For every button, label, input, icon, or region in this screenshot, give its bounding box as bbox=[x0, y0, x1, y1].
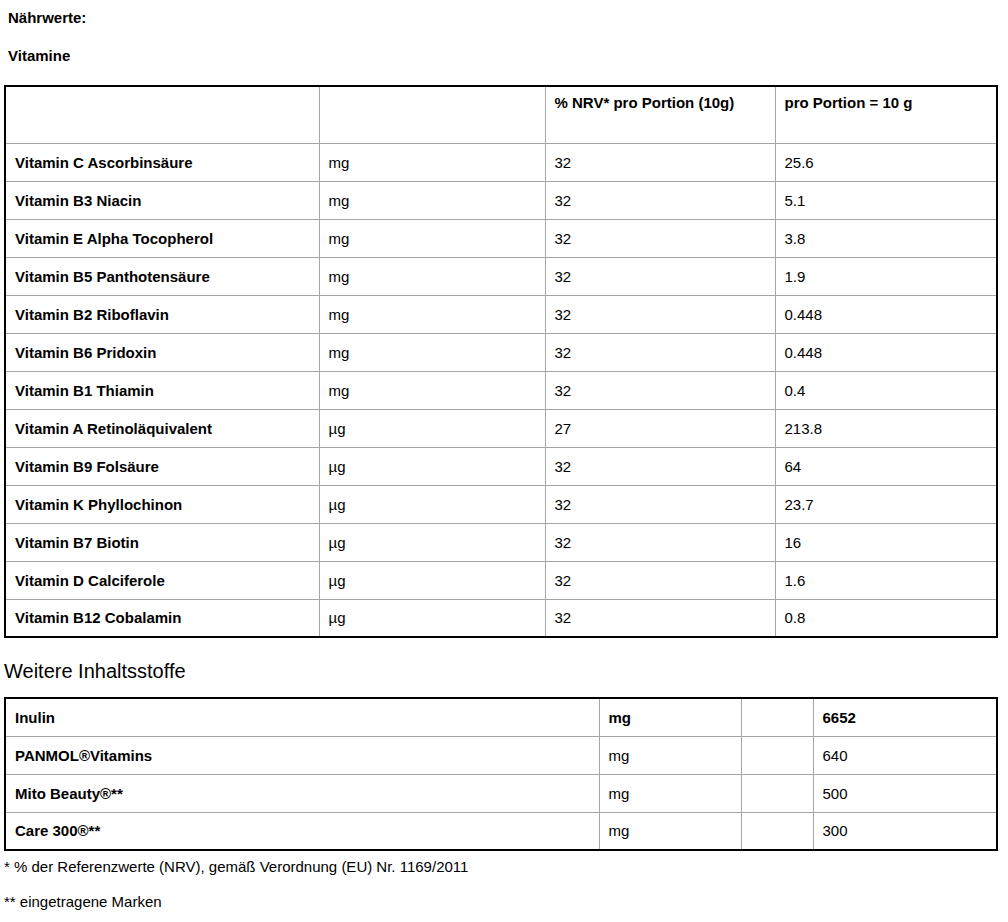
nrv-percent-cell: 32 bbox=[545, 333, 775, 371]
nrv-percent-cell: 32 bbox=[545, 447, 775, 485]
vitamin-name-cell: Vitamin C Ascorbinsäure bbox=[5, 143, 319, 181]
unit-cell: µg bbox=[319, 523, 545, 561]
unit-cell: mg bbox=[599, 812, 741, 850]
nrv-percent-cell: 32 bbox=[545, 181, 775, 219]
nrv-percent-cell: 32 bbox=[545, 523, 775, 561]
vitamin-name-cell: Vitamin K Phyllochinon bbox=[5, 485, 319, 523]
header-empty-unit-cell bbox=[319, 86, 545, 143]
ingredient-row: Mito Beauty®**mg 500 bbox=[5, 774, 997, 812]
header-empty-name-cell bbox=[5, 86, 319, 143]
ingredient-row: Inulinmg 6652 bbox=[5, 698, 997, 736]
unit-cell: mg bbox=[319, 371, 545, 409]
amount-per-portion-cell: 0.448 bbox=[775, 333, 997, 371]
unit-cell: µg bbox=[319, 599, 545, 637]
ingredient-row: PANMOL®Vitaminsmg 640 bbox=[5, 736, 997, 774]
nrv-percent-cell: 32 bbox=[545, 561, 775, 599]
footnote-trademarks: ** eingetragene Marken bbox=[4, 893, 1000, 911]
nrv-percent-cell: 27 bbox=[545, 409, 775, 447]
vitamin-row: Vitamin B5 Panthotensäuremg321.9 bbox=[5, 257, 997, 295]
header-nrv-cell: % NRV* pro Portion (10g) bbox=[545, 86, 775, 143]
unit-cell: µg bbox=[319, 409, 545, 447]
amount-per-portion-cell: 1.6 bbox=[775, 561, 997, 599]
unit-cell: mg bbox=[319, 257, 545, 295]
amount-cell: 6652 bbox=[813, 698, 997, 736]
vitamin-name-cell: Vitamin E Alpha Tocopherol bbox=[5, 219, 319, 257]
vitamin-name-cell: Vitamin B1 Thiamin bbox=[5, 371, 319, 409]
vitamin-name-cell: Vitamin B7 Biotin bbox=[5, 523, 319, 561]
header-portion-cell: pro Portion = 10 g bbox=[775, 86, 997, 143]
vitamin-name-cell: Vitamin B12 Cobalamin bbox=[5, 599, 319, 637]
nrv-percent-cell: 32 bbox=[545, 295, 775, 333]
vitamin-row: Vitamin B7 Biotinµg3216 bbox=[5, 523, 997, 561]
vitamin-name-cell: Vitamin B3 Niacin bbox=[5, 181, 319, 219]
vitamin-row: Vitamin B3 Niacinmg325.1 bbox=[5, 181, 997, 219]
vitamin-name-cell: Vitamin B6 Pridoxin bbox=[5, 333, 319, 371]
unit-cell: mg bbox=[319, 219, 545, 257]
ingredients-table: Inulinmg6652PANMOL®Vitaminsmg640Mito Bea… bbox=[4, 697, 998, 851]
ingredient-name-cell: Mito Beauty®** bbox=[5, 774, 599, 812]
spacer-cell bbox=[741, 698, 813, 736]
ingredient-row: Care 300®**mg 300 bbox=[5, 812, 997, 850]
amount-per-portion-cell: 3.8 bbox=[775, 219, 997, 257]
amount-per-portion-cell: 5.1 bbox=[775, 181, 997, 219]
vitamin-name-cell: Vitamin D Calciferole bbox=[5, 561, 319, 599]
ingredients-section-title: Weitere Inhaltsstoffe bbox=[4, 659, 1000, 683]
spacer-cell bbox=[741, 812, 813, 850]
unit-cell: mg bbox=[319, 295, 545, 333]
vitamin-row: Vitamin B6 Pridoxinmg320.448 bbox=[5, 333, 997, 371]
amount-per-portion-cell: 1.9 bbox=[775, 257, 997, 295]
unit-cell: µg bbox=[319, 447, 545, 485]
nrv-percent-cell: 32 bbox=[545, 371, 775, 409]
vitamin-name-cell: Vitamin B9 Folsäure bbox=[5, 447, 319, 485]
vitamin-name-cell: Vitamin B5 Panthotensäure bbox=[5, 257, 319, 295]
vitamin-row: Vitamin D Calciferoleµg321.6 bbox=[5, 561, 997, 599]
amount-per-portion-cell: 16 bbox=[775, 523, 997, 561]
ingredient-name-cell: Care 300®** bbox=[5, 812, 599, 850]
nrv-percent-cell: 32 bbox=[545, 219, 775, 257]
amount-per-portion-cell: 23.7 bbox=[775, 485, 997, 523]
amount-cell: 300 bbox=[813, 812, 997, 850]
unit-cell: mg bbox=[319, 333, 545, 371]
nrv-percent-cell: 32 bbox=[545, 257, 775, 295]
vitamin-row: Vitamin E Alpha Tocopherolmg323.8 bbox=[5, 219, 997, 257]
vitamin-row: Vitamin B9 Folsäureµg3264 bbox=[5, 447, 997, 485]
unit-cell: mg bbox=[319, 143, 545, 181]
unit-cell: µg bbox=[319, 561, 545, 599]
vitamin-row: Vitamin C Ascorbinsäuremg3225.6 bbox=[5, 143, 997, 181]
amount-per-portion-cell: 25.6 bbox=[775, 143, 997, 181]
vitamins-table-header-row: % NRV* pro Portion (10g) pro Portion = 1… bbox=[5, 86, 997, 143]
amount-per-portion-cell: 0.8 bbox=[775, 599, 997, 637]
amount-per-portion-cell: 213.8 bbox=[775, 409, 997, 447]
vitamins-section-title: Vitamine bbox=[8, 47, 1000, 65]
amount-per-portion-cell: 64 bbox=[775, 447, 997, 485]
spacer-cell bbox=[741, 736, 813, 774]
amount-per-portion-cell: 0.448 bbox=[775, 295, 997, 333]
nutrition-info-page: Nährwerte: Vitamine % NRV* pro Portion (… bbox=[0, 0, 1008, 911]
spacer-cell bbox=[741, 774, 813, 812]
footnote-nrv-reference: * % der Referenzwerte (NRV), gemäß Veror… bbox=[4, 858, 1000, 876]
nrv-percent-cell: 32 bbox=[545, 485, 775, 523]
amount-cell: 640 bbox=[813, 736, 997, 774]
vitamin-row: Vitamin A Retinoläquivalentµg27213.8 bbox=[5, 409, 997, 447]
ingredient-name-cell: Inulin bbox=[5, 698, 599, 736]
vitamin-row: Vitamin B1 Thiaminmg320.4 bbox=[5, 371, 997, 409]
nrv-percent-cell: 32 bbox=[545, 143, 775, 181]
amount-cell: 500 bbox=[813, 774, 997, 812]
unit-cell: mg bbox=[599, 698, 741, 736]
vitamin-name-cell: Vitamin B2 Riboflavin bbox=[5, 295, 319, 333]
vitamin-row: Vitamin B12 Cobalaminµg320.8 bbox=[5, 599, 997, 637]
page-title: Nährwerte: bbox=[8, 9, 1000, 27]
vitamin-name-cell: Vitamin A Retinoläquivalent bbox=[5, 409, 319, 447]
vitamin-row: Vitamin K Phyllochinonµg3223.7 bbox=[5, 485, 997, 523]
unit-cell: µg bbox=[319, 485, 545, 523]
amount-per-portion-cell: 0.4 bbox=[775, 371, 997, 409]
nrv-percent-cell: 32 bbox=[545, 599, 775, 637]
ingredient-name-cell: PANMOL®Vitamins bbox=[5, 736, 599, 774]
unit-cell: mg bbox=[599, 736, 741, 774]
vitamins-table: % NRV* pro Portion (10g) pro Portion = 1… bbox=[4, 85, 998, 638]
unit-cell: mg bbox=[319, 181, 545, 219]
vitamin-row: Vitamin B2 Riboflavinmg320.448 bbox=[5, 295, 997, 333]
unit-cell: mg bbox=[599, 774, 741, 812]
